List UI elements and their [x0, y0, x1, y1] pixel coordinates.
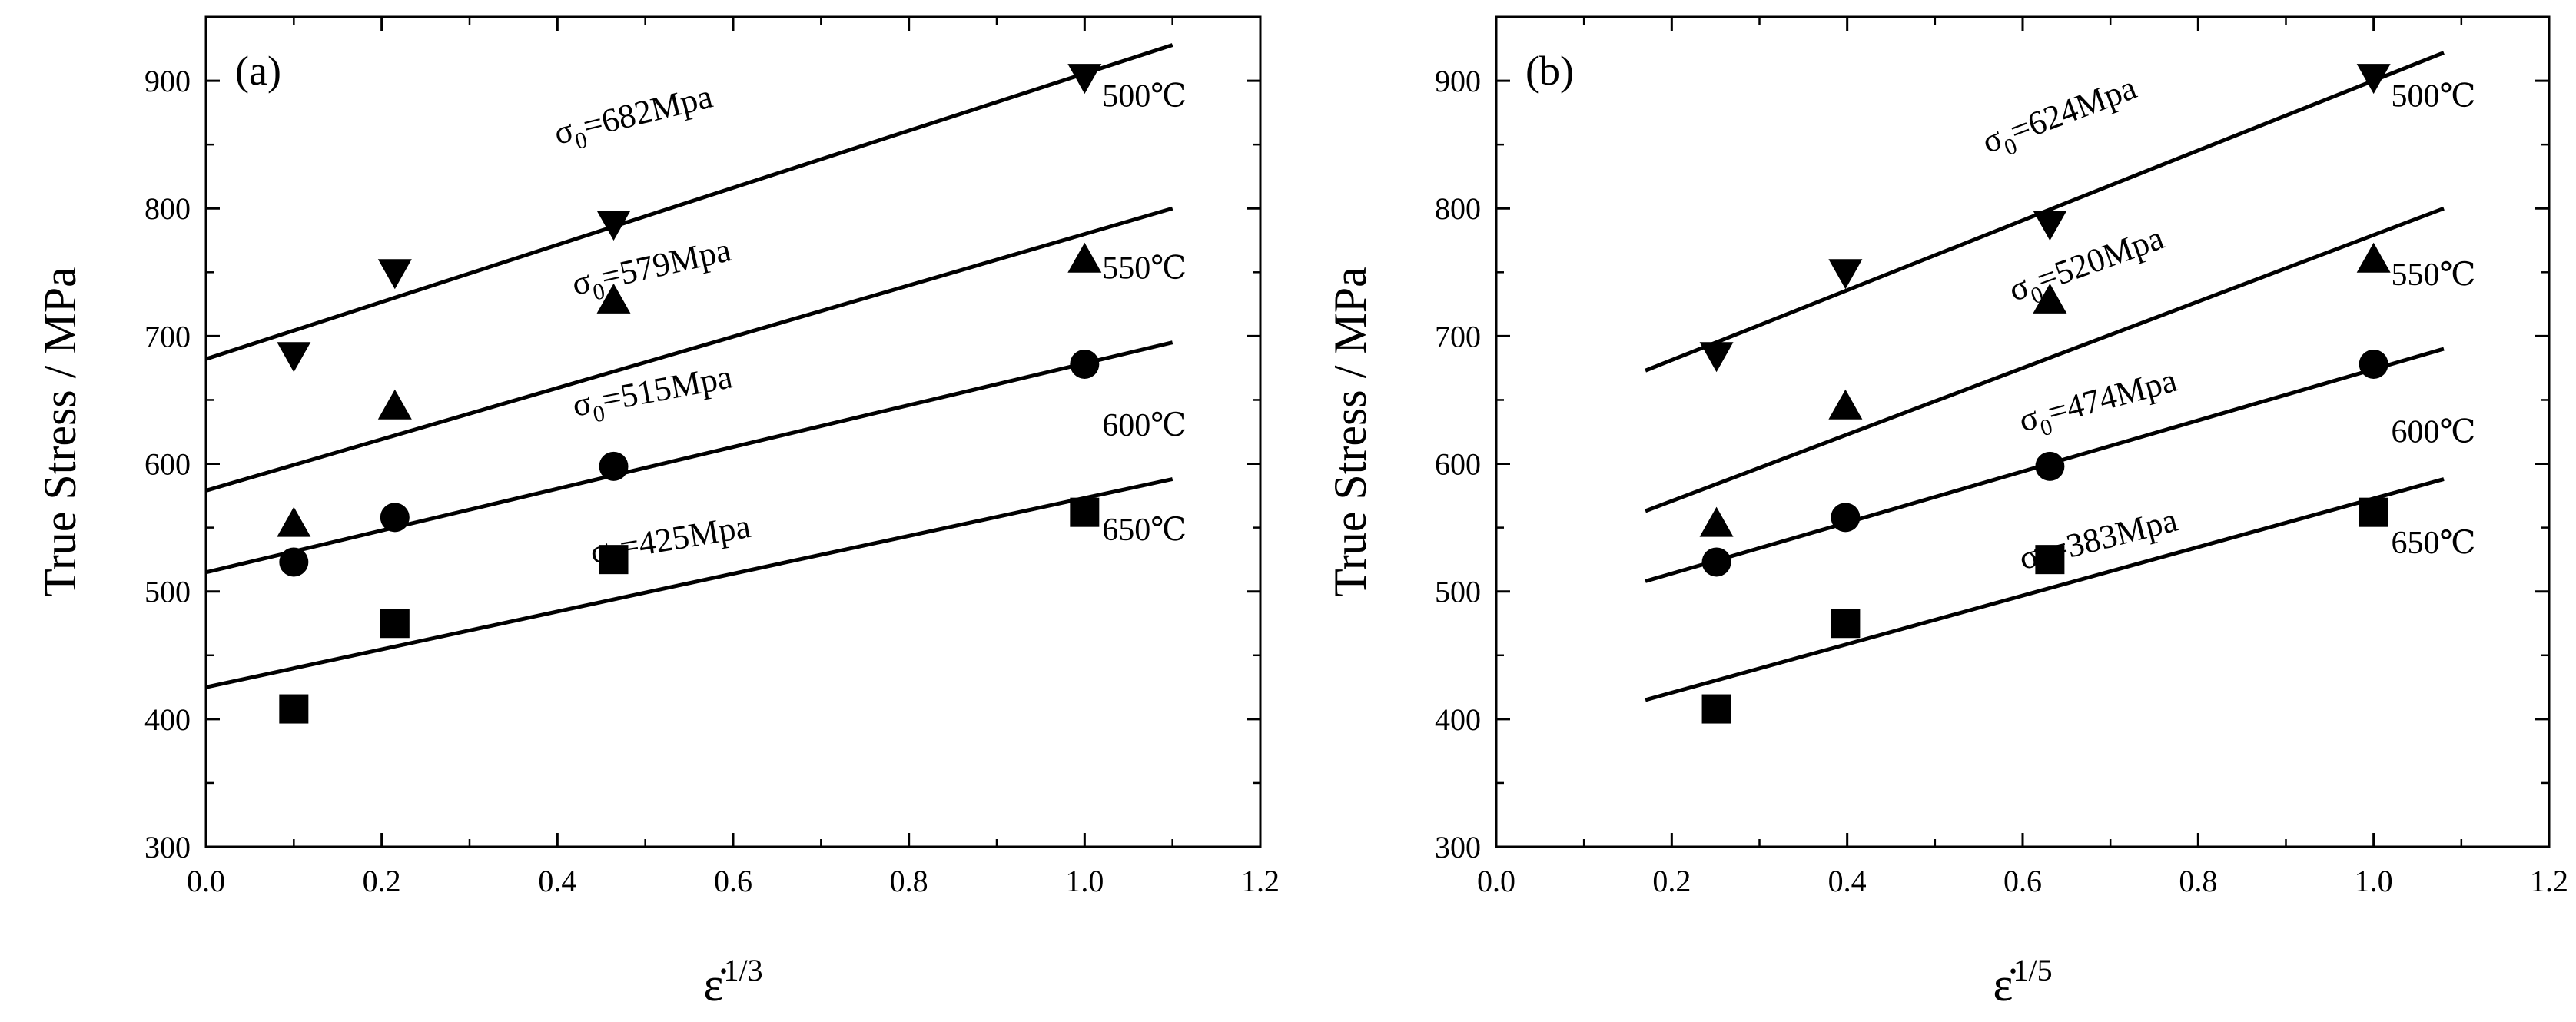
y-tick-label: 700 — [144, 319, 191, 353]
data-point — [2359, 497, 2388, 527]
y-tick-label: 700 — [1435, 319, 1481, 353]
x-tick-label: 1.0 — [2355, 864, 2393, 898]
temperature-label: 550℃ — [2392, 257, 2476, 293]
y-tick-label: 300 — [1435, 830, 1481, 864]
x-tick-label: 0.8 — [890, 864, 928, 898]
panel-label: (b) — [1525, 48, 1574, 94]
data-point — [1067, 242, 1102, 273]
y-tick-label: 400 — [1435, 702, 1481, 737]
temperature-label: 600℃ — [2392, 414, 2476, 450]
data-point — [1701, 547, 1731, 577]
fit-line — [205, 340, 1173, 575]
x-tick-label: 1.0 — [1065, 864, 1104, 898]
x-tick-label: 0.2 — [1652, 864, 1691, 898]
data-point — [1828, 389, 1863, 420]
data-point — [380, 503, 410, 533]
x-tick-label: 1.2 — [1241, 864, 1280, 898]
sigma-annotation: σ0=579Mpa — [569, 231, 736, 309]
x-tick-label: 0.0 — [1477, 864, 1515, 898]
x-tick-label: 1.2 — [2530, 864, 2568, 898]
sigma-annotation: σ0=383Mpa — [2015, 501, 2183, 584]
y-tick-label: 500 — [144, 575, 191, 609]
data-point — [1699, 342, 1734, 373]
data-point — [277, 506, 311, 537]
data-point — [1699, 506, 1734, 537]
temperature-label: 500℃ — [1102, 78, 1187, 114]
x-tick-label: 0.4 — [1828, 864, 1867, 898]
x-tick-label: 0.2 — [363, 864, 401, 898]
temperature-label: 650℃ — [1102, 513, 1187, 548]
data-point — [2033, 211, 2067, 241]
data-point — [380, 609, 410, 639]
temperature-label: 550℃ — [1102, 251, 1187, 287]
y-tick-label: 300 — [144, 830, 191, 864]
panel-a: 0.0 0.2 0.4 0.6 0.8 1.0 1.2 300 400 500 600 700 800 9… — [35, 15, 1280, 1011]
x-tick-label: 0.8 — [2179, 864, 2217, 898]
y-tick-label: 900 — [144, 64, 191, 98]
x-axis-label-exponent: 1/5 — [2013, 953, 2052, 987]
y-tick-label: 500 — [1435, 575, 1481, 609]
series-square: σ0=425Mpa 650℃ — [205, 477, 1187, 724]
fit-line — [1645, 477, 2445, 702]
x-axis-label: ε̇1/5 — [1993, 953, 2052, 1011]
data-point — [1701, 694, 1731, 724]
x-tick-label: 0.0 — [187, 864, 225, 898]
data-point — [2359, 349, 2388, 379]
x-tick-label: 0.6 — [714, 864, 752, 898]
sigma-annotation: σ0=624Mpa — [1977, 68, 2144, 168]
y-tick-label: 400 — [144, 702, 191, 737]
fit-line — [205, 206, 1173, 493]
temperature-label: 500℃ — [2392, 78, 2476, 114]
temperature-label: 650℃ — [2392, 526, 2476, 561]
data-point — [2356, 242, 2391, 273]
fit-line — [205, 43, 1173, 361]
data-point — [277, 342, 311, 373]
x-tick-label: 0.6 — [2003, 864, 2042, 898]
x-tick-label: 0.4 — [538, 864, 576, 898]
sigma-annotation: σ0=682Mpa — [550, 77, 718, 158]
series-triangle-down: σ0=624Mpa 500℃ — [1645, 51, 2476, 373]
fit-line — [1645, 206, 2445, 513]
y-tick-label: 600 — [1435, 447, 1481, 482]
data-point — [1067, 64, 1102, 95]
data-point — [1828, 259, 1863, 290]
panel-label: (a) — [235, 48, 281, 94]
series-triangle-up: σ0=520Mpa 550℃ — [1645, 206, 2476, 537]
data-point — [377, 389, 412, 420]
data-point — [1070, 349, 1100, 379]
sigma-annotation: σ0=425Mpa — [588, 507, 755, 578]
y-tick-label: 600 — [144, 447, 191, 482]
data-point — [596, 211, 631, 241]
fit-line — [205, 477, 1173, 689]
data-point — [1070, 497, 1100, 527]
panel-b: 0.0 0.2 0.4 0.6 0.8 1.0 1.2 300 400 500 600 700 800 9… — [1325, 15, 2568, 1011]
data-point — [2035, 451, 2065, 481]
y-tick-label: 900 — [1435, 64, 1481, 98]
sigma-annotation: σ0=515Mpa — [569, 357, 736, 430]
data-point — [1831, 503, 1861, 533]
data-point — [599, 545, 629, 575]
series-square: σ0=383Mpa 650℃ — [1645, 477, 2476, 724]
data-point — [2035, 545, 2065, 575]
y-tick-label: 800 — [1435, 191, 1481, 226]
data-point — [2033, 283, 2067, 314]
temperature-label: 600℃ — [1102, 408, 1187, 443]
data-point — [599, 451, 629, 481]
x-axis-label: ε̇1/3 — [703, 953, 762, 1011]
x-axis-label-exponent: 1/3 — [723, 953, 762, 987]
y-tick-label: 800 — [144, 191, 191, 226]
data-point — [2356, 64, 2391, 95]
data-point — [1831, 609, 1861, 639]
y-axis-label: True Stress / MPa — [1325, 267, 1376, 597]
y-axis-label: True Stress / MPa — [35, 267, 85, 597]
series-triangle-down: σ0=682Mpa 500℃ — [205, 43, 1187, 373]
data-point — [279, 547, 309, 577]
data-point — [377, 259, 412, 290]
data-point — [279, 694, 309, 724]
data-point — [596, 283, 631, 314]
sigma-annotation: σ0=520Mpa — [2003, 219, 2170, 316]
